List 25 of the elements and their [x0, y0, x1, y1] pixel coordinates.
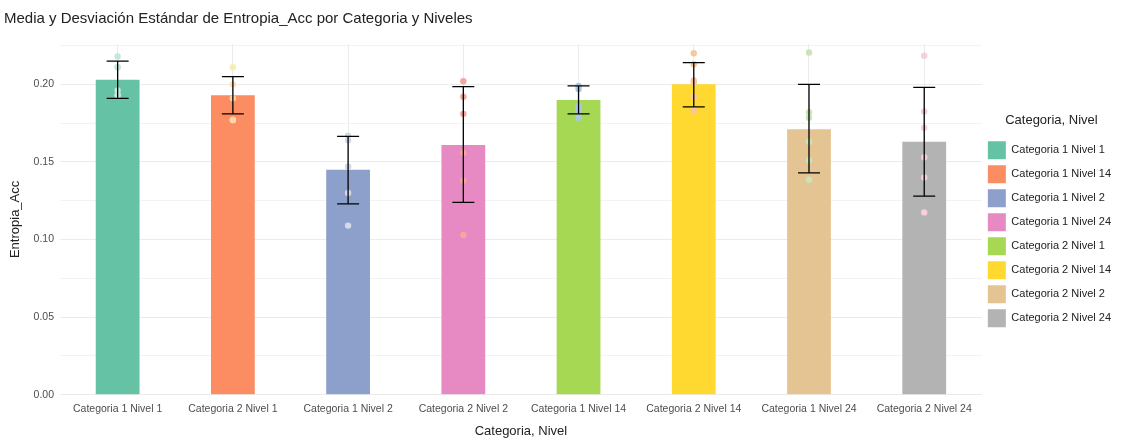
- x-tick-label: Categoria 2 Nivel 2: [418, 401, 509, 414]
- legend-title: Categoria, Nivel: [474, 422, 568, 438]
- legend-label: Categoria 1 Nivel 24: [1011, 215, 1112, 228]
- legend-label: Categoria 1 Nivel 1: [1011, 143, 1105, 156]
- x-tick-label: Categoria 2 Nivel 24: [876, 401, 972, 414]
- x-tick-label: Categoria 1 Nivel 1: [73, 401, 163, 414]
- x-tick-label: Categoria 1 Nivel 24: [761, 401, 857, 414]
- y-axis-title: Entropia_Acc: [7, 180, 23, 259]
- chart-title: Media y Desviación Estándar de Entropia_Acc por Categoria y Niveles: [4, 9, 473, 27]
- y-tick-label: 0.00: [33, 387, 55, 400]
- x-tick-label: Categoria 2 Nivel 14: [646, 401, 742, 414]
- y-tick-label: 0.05: [33, 310, 55, 323]
- legend-label: Categoria 2 Nivel 14: [1011, 263, 1112, 276]
- y-tick-label: 0.15: [33, 154, 55, 167]
- x-tick-label: Categoria 1 Nivel 14: [530, 401, 627, 414]
- legend-label: Categoria 1 Nivel 14: [1011, 167, 1112, 180]
- y-tick-label: 0.20: [33, 77, 55, 90]
- x-tick-label: Categoria 2 Nivel 1: [188, 401, 278, 414]
- legend-label: Categoria 2 Nivel 1: [1011, 239, 1105, 252]
- legend-label: Categoria 2 Nivel 24: [1011, 311, 1112, 324]
- legend-label: Categoria 1 Nivel 2: [1011, 191, 1105, 204]
- legend-label: Categoria 2 Nivel 2: [1011, 287, 1105, 300]
- x-axis-title: Categoria, Nivel: [1005, 111, 1098, 127]
- y-tick-label: 0.10: [33, 232, 55, 245]
- x-tick-label: Categoria 1 Nivel 2: [303, 401, 393, 414]
